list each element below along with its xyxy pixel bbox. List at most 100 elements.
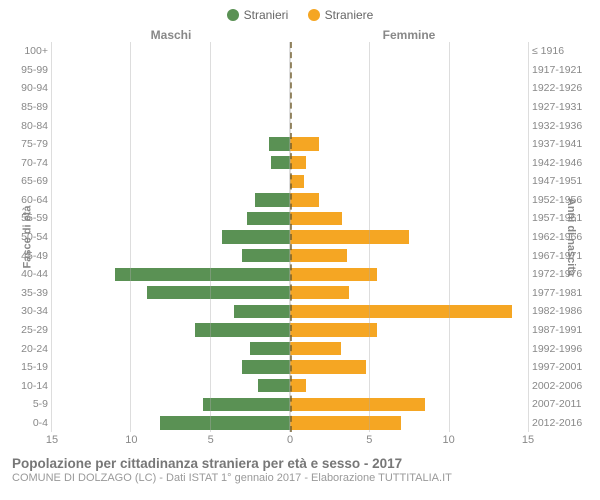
bar-female [290,416,401,429]
legend-label-male: Stranieri [244,8,289,22]
bar-row-female [290,42,528,61]
y-tick-age: 100+ [8,42,52,61]
y-tick-birth: 1992-1996 [528,339,592,358]
x-tick-label: 10 [443,434,455,446]
bar-row-male [52,376,290,395]
bar-row-male [52,339,290,358]
bar-male [242,249,290,262]
bar-female [290,193,319,206]
bar-row-female [290,321,528,340]
bar-row-female [290,376,528,395]
bar-row-male [52,61,290,80]
x-tick-label: 5 [366,434,372,446]
bar-row-female [290,135,528,154]
bar-row-male [52,414,290,433]
bar-female [290,268,377,281]
y-tick-birth: ≤ 1916 [528,42,592,61]
y-tick-age: 90-94 [8,79,52,98]
bar-male [242,360,290,373]
bar-row-male [52,395,290,414]
y-tick-birth: 1957-1961 [528,209,592,228]
legend-swatch-female [308,9,320,21]
y-tick-birth: 1932-1936 [528,116,592,135]
y-axis-title-age: Fasce di età [21,206,33,269]
y-tick-birth: 1997-2001 [528,358,592,377]
bar-female [290,323,377,336]
legend-swatch-male [227,9,239,21]
x-axis: 051015 51015 [8,434,592,450]
bar-female [290,156,306,169]
y-tick-birth: 1972-1976 [528,265,592,284]
plot-area [52,42,528,432]
bar-row-female [290,339,528,358]
y-tick-age: 95-99 [8,61,52,80]
bar-female [290,212,342,225]
legend-label-female: Straniere [325,8,374,22]
y-tick-birth: 1962-1966 [528,228,592,247]
bar-row-male [52,98,290,117]
y-tick-birth: 1917-1921 [528,61,592,80]
y-tick-birth: 1952-1956 [528,191,592,210]
bar-row-female [290,414,528,433]
chart-title: Popolazione per cittadinanza straniera p… [12,456,592,471]
y-tick-birth: 1967-1971 [528,246,592,265]
y-axis-age: Fasce di età 100+95-9990-9485-8980-8475-… [8,42,52,432]
y-tick-birth: 1982-1986 [528,302,592,321]
y-tick-age: 75-79 [8,135,52,154]
bar-row-male [52,209,290,228]
bar-row-male [52,228,290,247]
bar-female [290,305,512,318]
bar-female [290,398,425,411]
y-tick-age: 5-9 [8,395,52,414]
bar-row-male [52,321,290,340]
bar-female [290,379,306,392]
bar-row-female [290,209,528,228]
bar-row-female [290,284,528,303]
bar-row-male [52,246,290,265]
bar-row-male [52,358,290,377]
bar-row-male [52,79,290,98]
legend-item-female: Straniere [308,8,374,22]
y-tick-age: 0-4 [8,414,52,433]
bar-row-female [290,358,528,377]
header-female: Femmine [290,28,528,42]
chart-footer: Popolazione per cittadinanza straniera p… [8,456,592,484]
bar-row-female [290,246,528,265]
bar-male [115,268,290,281]
bar-female [290,360,366,373]
bar-male [234,305,290,318]
y-tick-birth: 1942-1946 [528,153,592,172]
population-pyramid-chart: Stranieri Straniere Maschi Femmine Fasce… [0,0,600,500]
bar-row-female [290,116,528,135]
y-tick-birth: 1977-1981 [528,284,592,303]
bar-male [271,156,290,169]
y-tick-age: 10-14 [8,376,52,395]
bars-male [52,42,290,432]
bar-female [290,230,409,243]
plot-row: Fasce di età 100+95-9990-9485-8980-8475-… [8,42,592,432]
x-tick-label: 5 [208,434,214,446]
bar-row-male [52,172,290,191]
header-male: Maschi [52,28,290,42]
y-tick-age: 80-84 [8,116,52,135]
y-axis-birth: Anni di nascita ≤ 19161917-19211922-1926… [528,42,592,432]
x-tick-label: 15 [522,434,534,446]
y-tick-age: 15-19 [8,358,52,377]
legend: Stranieri Straniere [8,8,592,24]
x-tick-label: 15 [46,434,58,446]
legend-item-male: Stranieri [227,8,289,22]
bar-male [203,398,290,411]
chart-subtitle: COMUNE DI DOLZAGO (LC) - Dati ISTAT 1° g… [12,472,592,484]
bar-row-male [52,302,290,321]
x-tick-label: 10 [125,434,137,446]
bar-row-female [290,302,528,321]
y-tick-birth: 2007-2011 [528,395,592,414]
bar-row-female [290,153,528,172]
bar-row-female [290,61,528,80]
bar-row-male [52,191,290,210]
bar-male [160,416,290,429]
bar-row-male [52,265,290,284]
bar-male [195,323,290,336]
bar-row-male [52,116,290,135]
bar-female [290,286,349,299]
